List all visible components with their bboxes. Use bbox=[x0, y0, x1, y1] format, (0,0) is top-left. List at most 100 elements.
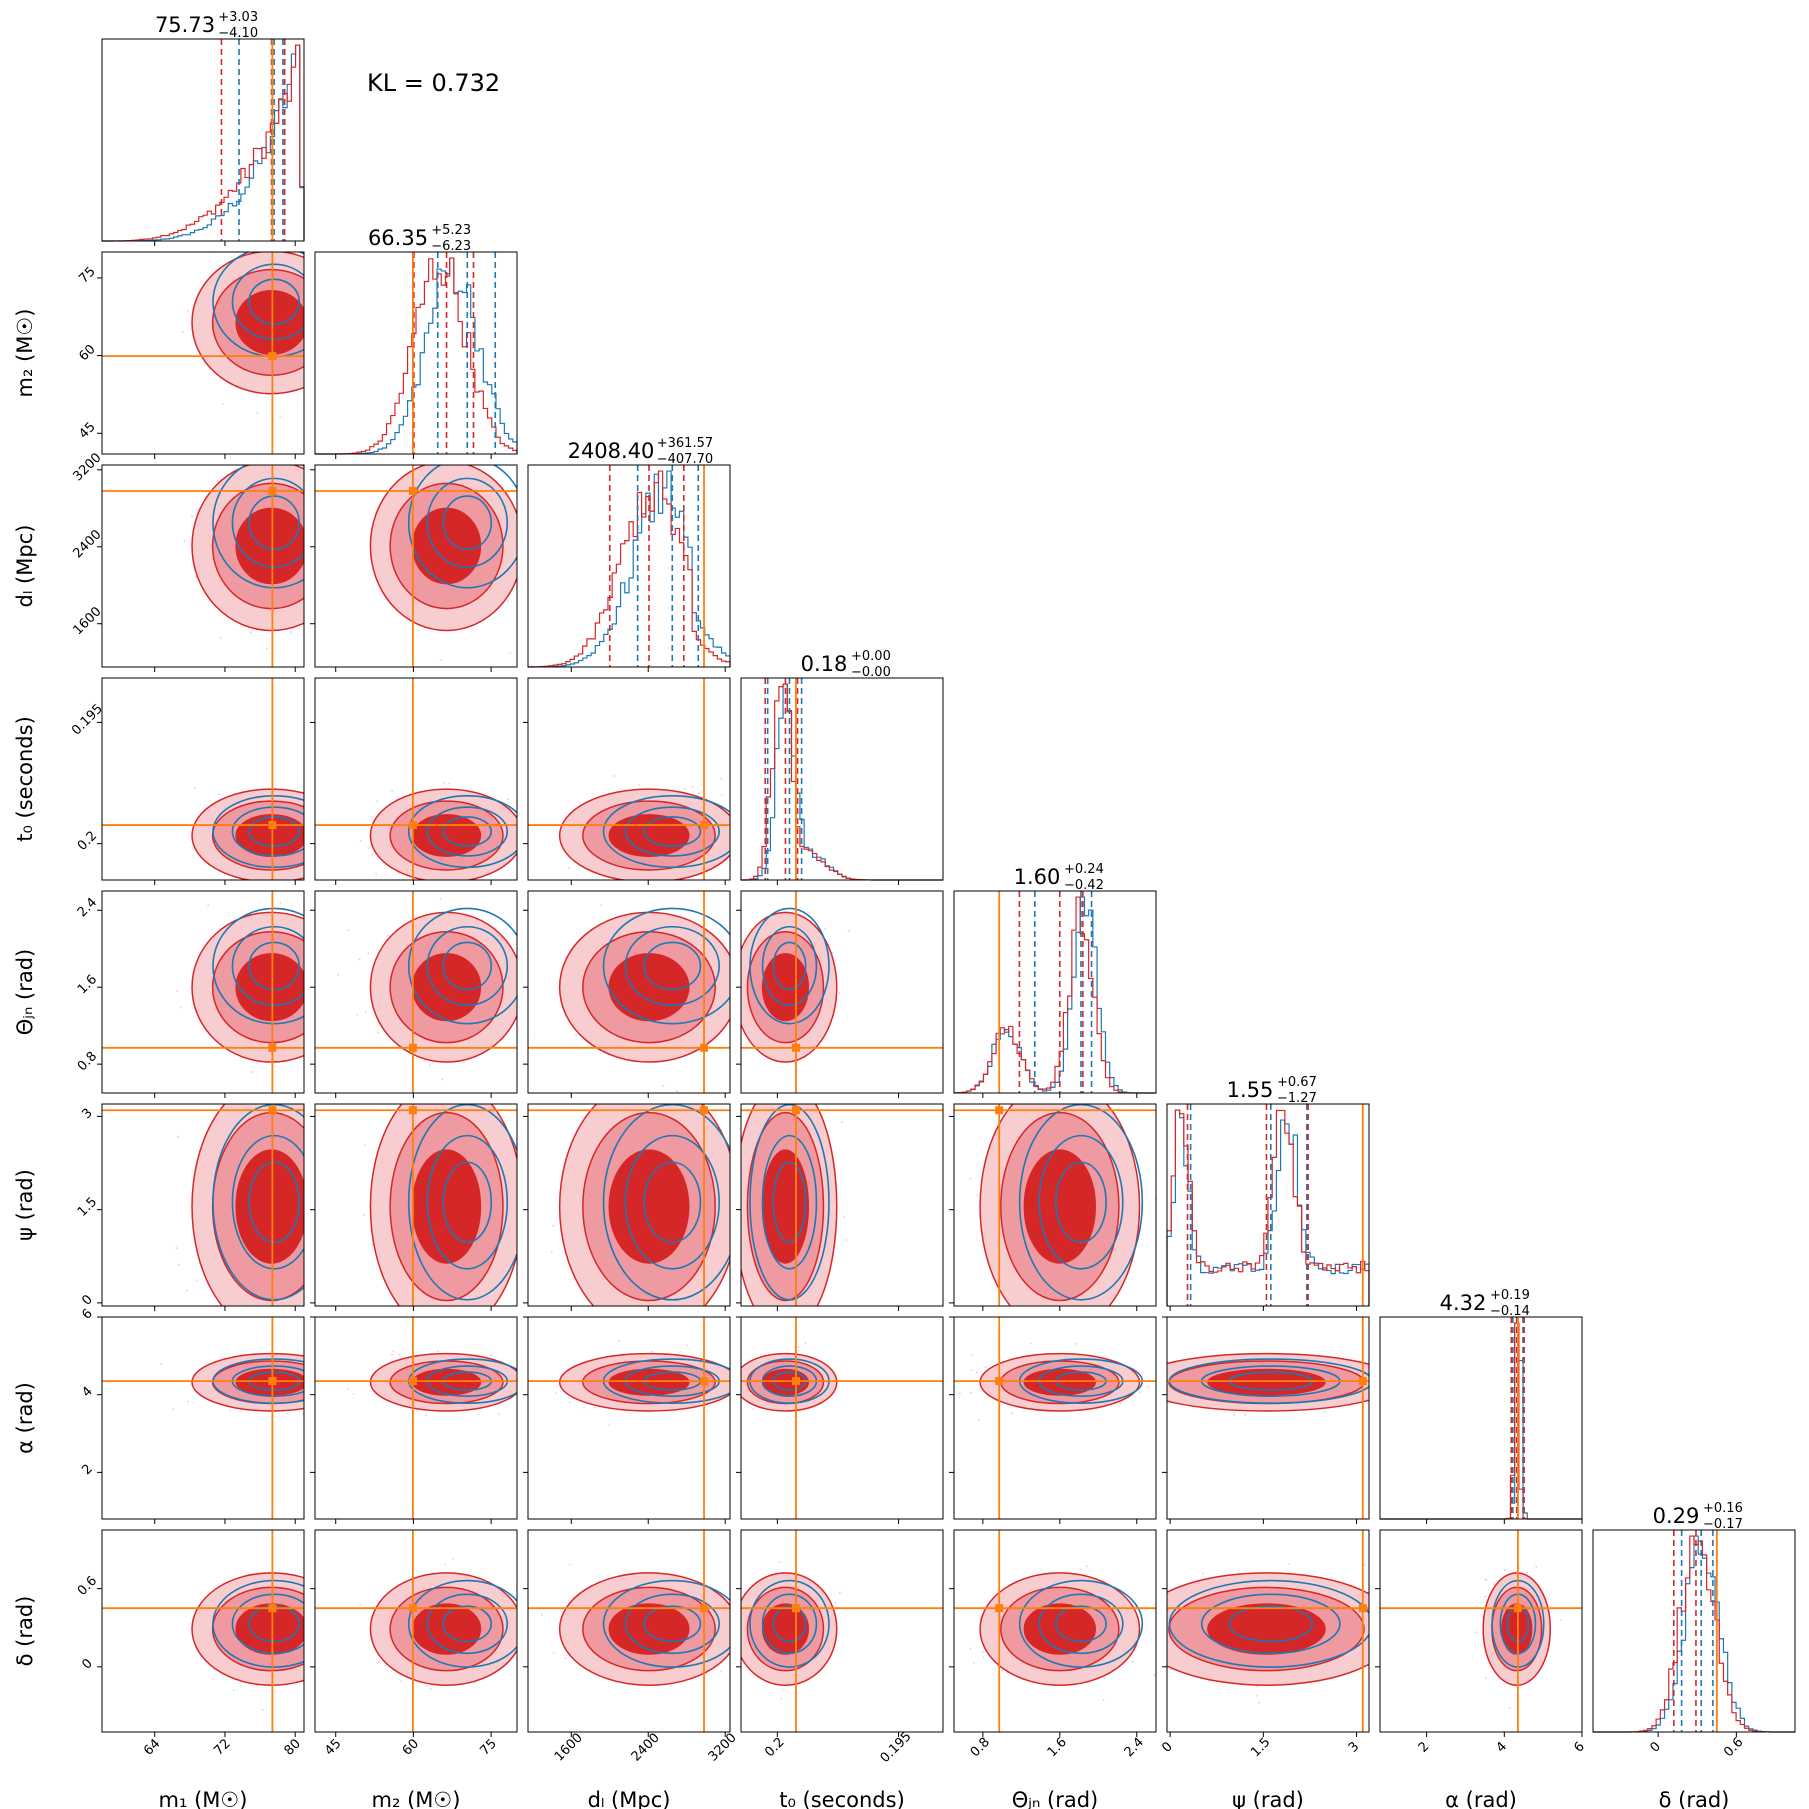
sample-point bbox=[1059, 1419, 1061, 1421]
injection-marker bbox=[995, 1604, 1004, 1613]
contour-line-run-a bbox=[1482, 1572, 1552, 1686]
contour-line-run-b bbox=[407, 1104, 517, 1301]
y-tick-label: 75 bbox=[76, 264, 98, 286]
injection-marker bbox=[268, 1106, 277, 1115]
contour-line-run-a bbox=[558, 1352, 730, 1412]
x-tick-label: 3200 bbox=[706, 1731, 740, 1765]
sample-point bbox=[437, 1350, 439, 1353]
density-region bbox=[741, 1317, 943, 1519]
sample-point bbox=[333, 862, 335, 864]
sample-point bbox=[311, 265, 313, 267]
sample-point bbox=[1001, 1669, 1004, 1672]
contour-line-run-b bbox=[772, 1605, 807, 1643]
contour-line-run-a bbox=[582, 800, 716, 871]
sample-point bbox=[567, 866, 570, 869]
sample-point bbox=[706, 1410, 709, 1413]
sample-point bbox=[309, 1414, 311, 1416]
y-axis-label-delta: δ (rad) bbox=[13, 1596, 37, 1667]
histogram-run-a bbox=[102, 44, 305, 242]
contour-line-run-b bbox=[426, 477, 509, 568]
sample-point bbox=[500, 1317, 502, 1319]
sample-point bbox=[1484, 1595, 1487, 1598]
histogram-run-a bbox=[953, 896, 1156, 1094]
contour-line-run-b bbox=[624, 806, 720, 857]
injection-marker bbox=[408, 486, 417, 495]
histogram-panel-t0: 0.18 +0.00−0.00 bbox=[740, 649, 944, 885]
sample-point bbox=[613, 775, 616, 777]
sample-point bbox=[305, 1597, 307, 1599]
sample-point bbox=[367, 952, 370, 955]
sample-point bbox=[256, 412, 259, 414]
sample-point bbox=[329, 1648, 331, 1650]
x-axis-label-alpha: α (rad) bbox=[1445, 1788, 1517, 1809]
panel-frame bbox=[314, 890, 518, 1094]
sample-point bbox=[1372, 1372, 1374, 1374]
sample-point bbox=[635, 1095, 637, 1097]
sample-point bbox=[554, 1392, 557, 1395]
injection-marker bbox=[268, 1604, 277, 1613]
sample-point bbox=[608, 1424, 611, 1426]
sample-point bbox=[660, 1076, 662, 1078]
x-tick-label: 4 bbox=[1494, 1739, 1510, 1755]
scatter-panel-t0-vs-m1: 0.2 0.195 bbox=[69, 677, 337, 885]
sample-point bbox=[320, 278, 322, 280]
y-tick-label: 2.4 bbox=[75, 895, 100, 920]
contour-line-run-b bbox=[231, 925, 304, 1007]
sample-point bbox=[575, 1034, 577, 1036]
sample-point bbox=[305, 1635, 307, 1637]
sample-point bbox=[773, 1095, 775, 1097]
sample-point bbox=[452, 1557, 454, 1560]
sample-point bbox=[752, 1408, 755, 1411]
sample-point bbox=[331, 949, 333, 951]
injection-marker bbox=[700, 1604, 709, 1613]
histogram-run-a bbox=[1166, 1109, 1370, 1306]
contour-line-run-a bbox=[608, 1149, 690, 1264]
sample-point bbox=[362, 1587, 364, 1589]
sample-point bbox=[256, 1081, 258, 1083]
x-tick-label: 0.2 bbox=[762, 1735, 787, 1760]
x-tick-label: 3 bbox=[1346, 1739, 1362, 1755]
sample-point bbox=[676, 1090, 678, 1092]
sample-point bbox=[1485, 1677, 1487, 1680]
sample-point bbox=[308, 1290, 310, 1292]
density-region bbox=[528, 891, 730, 1093]
sample-point bbox=[376, 800, 379, 803]
contour-line-run-b bbox=[212, 1104, 304, 1301]
sample-point bbox=[1131, 1661, 1134, 1663]
contour-line-run-a bbox=[746, 1586, 825, 1672]
contour-line-run-b bbox=[231, 263, 304, 340]
panel-frame bbox=[101, 890, 305, 1094]
sample-point bbox=[341, 997, 343, 999]
x-tick-label: 45 bbox=[322, 1736, 344, 1758]
sample-point bbox=[316, 1244, 318, 1246]
sample-point bbox=[737, 1643, 739, 1645]
sample-point bbox=[1255, 1694, 1258, 1697]
contour-line-run-a bbox=[558, 1104, 730, 1306]
sample-point bbox=[246, 1346, 248, 1348]
contour-line-run-b bbox=[602, 907, 730, 1025]
contour-line-run-a bbox=[389, 482, 504, 610]
histogram-run-b bbox=[1593, 1535, 1795, 1733]
x-tick-label: 0 bbox=[1647, 1739, 1663, 1755]
sample-point bbox=[343, 1390, 345, 1392]
sample-point bbox=[448, 782, 451, 785]
x-tick-label: 0 bbox=[1159, 1739, 1175, 1755]
sample-point bbox=[970, 1391, 972, 1394]
sample-point bbox=[347, 1362, 349, 1364]
sample-point bbox=[183, 540, 186, 543]
panel-frame bbox=[1592, 1529, 1796, 1733]
sample-point bbox=[537, 1364, 539, 1366]
sample-point bbox=[335, 822, 337, 824]
sample-point bbox=[443, 782, 446, 784]
panel-frame bbox=[740, 1316, 944, 1520]
sample-point bbox=[359, 839, 362, 842]
sample-point bbox=[1074, 1342, 1077, 1345]
contour-line-run-b bbox=[772, 1161, 807, 1243]
panel-frame bbox=[740, 677, 944, 881]
sample-point bbox=[838, 992, 841, 995]
sample-point bbox=[1493, 1582, 1495, 1585]
contour-line-run-b bbox=[248, 941, 300, 991]
sample-point bbox=[309, 1306, 311, 1308]
sample-point bbox=[447, 1306, 449, 1308]
sample-point bbox=[310, 1229, 312, 1231]
